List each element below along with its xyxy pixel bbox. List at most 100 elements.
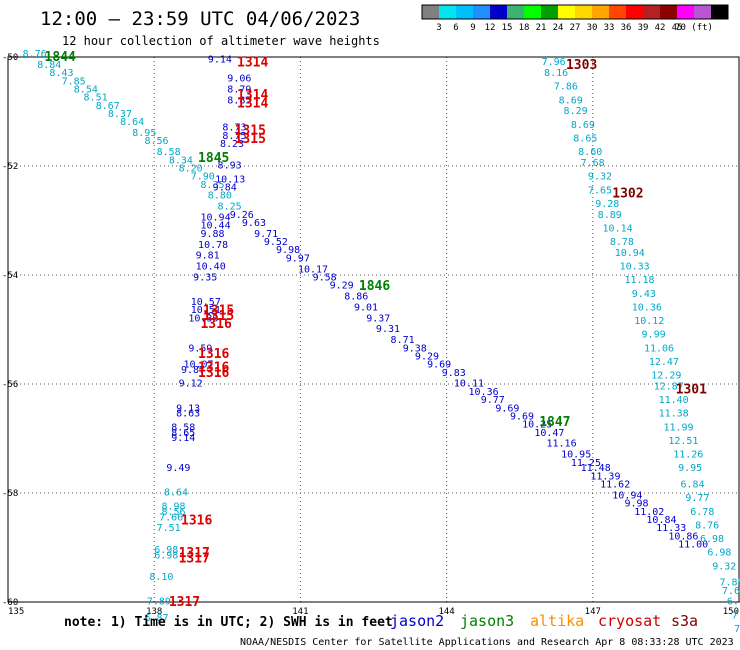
wave-height-value: 9.84	[213, 183, 237, 194]
wave-height-value: 10.94	[615, 248, 645, 259]
x-tick-label: 141	[292, 607, 308, 617]
colorbar-swatch	[643, 5, 660, 19]
colorbar-swatch	[609, 5, 626, 19]
wave-height-value: 10.47	[534, 428, 564, 439]
satellite-altika: altika	[530, 612, 584, 630]
wave-height-value: 9.69	[427, 360, 451, 371]
wave-height-value: 8.16	[544, 68, 568, 79]
wave-height-value: 10.07	[183, 360, 213, 371]
wave-height-value: 8.80	[208, 191, 232, 202]
colorbar-swatch	[575, 5, 592, 19]
wave-height-value: 10.78	[198, 240, 228, 251]
wave-height-value: 8.67	[96, 101, 120, 112]
wave-height-value: 8.78	[610, 237, 634, 248]
wave-height-value: 8.79	[227, 84, 251, 95]
wave-height-value: 8.69	[571, 120, 595, 131]
wave-height-value: 10.51	[191, 305, 221, 316]
wave-height-value: 11.62	[600, 480, 630, 491]
wave-height-value: 9.69	[495, 403, 519, 414]
wave-height-value: 9.95	[678, 463, 702, 474]
satellite-jason3: jason3	[460, 612, 514, 630]
wave-height-value: 11.39	[590, 471, 620, 482]
wave-height-value: 10.11	[454, 379, 484, 390]
wave-height-value: 9.29	[330, 281, 354, 292]
colorbar-label: 18	[519, 23, 530, 33]
wave-height-value: 9.69	[510, 411, 534, 422]
wave-height-value: 8.56	[162, 507, 186, 518]
wave-height-value: 8.25	[218, 202, 242, 213]
wave-height-value: 9.97	[286, 253, 310, 264]
wave-height-value: 6.78	[690, 507, 714, 518]
wave-height-value: 9.37	[366, 313, 390, 324]
colorbar-swatch	[524, 5, 541, 19]
colorbar-swatch	[473, 5, 490, 19]
wave-height-value: 8.76	[23, 49, 47, 60]
colorbar-swatch	[490, 5, 507, 19]
wave-height-value: 9.99	[642, 330, 666, 341]
wave-height-value: 9.28	[595, 199, 619, 210]
wave-height-value: 6.98	[154, 550, 178, 561]
wave-height-value: 8.37	[108, 109, 132, 120]
wave-height-value: 8.23	[220, 139, 244, 150]
pass-time-label: 1845	[198, 151, 229, 166]
y-tick-label: -50	[2, 53, 18, 63]
wave-height-value: 7.65	[588, 185, 612, 196]
wave-height-value: 11.00	[678, 540, 708, 551]
wave-height-value: 8.64	[120, 117, 144, 128]
wave-height-value: 10.17	[298, 264, 328, 275]
wave-height-value: 9.06	[227, 74, 251, 85]
colorbar-label: 15	[502, 23, 513, 33]
colorbar-swatch	[626, 5, 643, 19]
pass-time-label: 1316	[198, 361, 229, 376]
pass-time-label: 1317	[179, 546, 210, 561]
wave-height-value: 10.13	[215, 174, 245, 185]
satellite-jason2: jason2	[390, 612, 444, 630]
wave-height-value: 10.25	[522, 420, 552, 431]
wave-height-value: 11.33	[656, 523, 686, 534]
wave-height-value: 11.40	[659, 395, 689, 406]
wave-height-value: 8.58	[171, 422, 195, 433]
wave-height-value: 10.12	[634, 316, 664, 327]
wave-height-value: 9.26	[230, 210, 254, 221]
pass-time-label: 1315	[235, 132, 266, 147]
colorbar-label: 12	[485, 23, 496, 33]
wave-height-value: 9.29	[415, 351, 439, 362]
x-tick-label: 147	[585, 607, 601, 617]
wave-height-value: 8.58	[157, 147, 181, 158]
wave-height-value: 8.84	[37, 60, 61, 71]
wave-height-value: 8.65	[573, 133, 597, 144]
wave-height-value: 8.65	[171, 428, 195, 439]
wave-height-value: 8.43	[49, 68, 73, 79]
wave-height-value: 8.64	[164, 488, 188, 499]
wave-height-value: 10.94	[200, 213, 230, 224]
satellite-s3a: s3a	[671, 612, 698, 630]
wave-height-value: 9.32	[712, 561, 736, 572]
colorbar-label: 45	[672, 23, 683, 33]
wave-height-value: 12.51	[668, 436, 698, 447]
wave-height-value: 7.51	[157, 523, 181, 534]
hour-labels: 1844184518461847131413141314131513151315…	[45, 50, 708, 610]
wave-height-value: 9.32	[588, 172, 612, 183]
wave-height-value: 7.85	[720, 578, 740, 589]
colorbar-frame	[421, 4, 729, 20]
colorbar-swatch	[541, 5, 558, 19]
wave-height-value: 10.44	[200, 221, 230, 232]
colorbar-label: 36	[621, 23, 632, 33]
wave-height-value: 7.85	[62, 76, 86, 87]
chart-subtitle: 12 hour collection of altimeter wave hei…	[62, 34, 380, 48]
wave-height-value: 9.38	[403, 343, 427, 354]
wave-height-value: 8.86	[344, 292, 368, 303]
wave-height-value: 9.83	[442, 368, 466, 379]
wave-height-value: 7.1	[732, 610, 740, 621]
pass-time-label: 1317	[179, 551, 210, 566]
wave-height-value: 10.36	[188, 313, 218, 324]
wave-height-value: 11.99	[663, 422, 693, 433]
colorbar-label: 3	[436, 23, 441, 33]
wave-height-value: 11.06	[644, 343, 674, 354]
pass-time-label: 1314	[237, 55, 268, 70]
wave-height-value: 11.38	[659, 409, 689, 420]
wave-height-value: 8.34	[169, 155, 193, 166]
colorbar-label: 27	[570, 23, 581, 33]
wave-height-value: 7.68	[581, 158, 605, 169]
wave-height-value: 8.60	[578, 147, 602, 158]
